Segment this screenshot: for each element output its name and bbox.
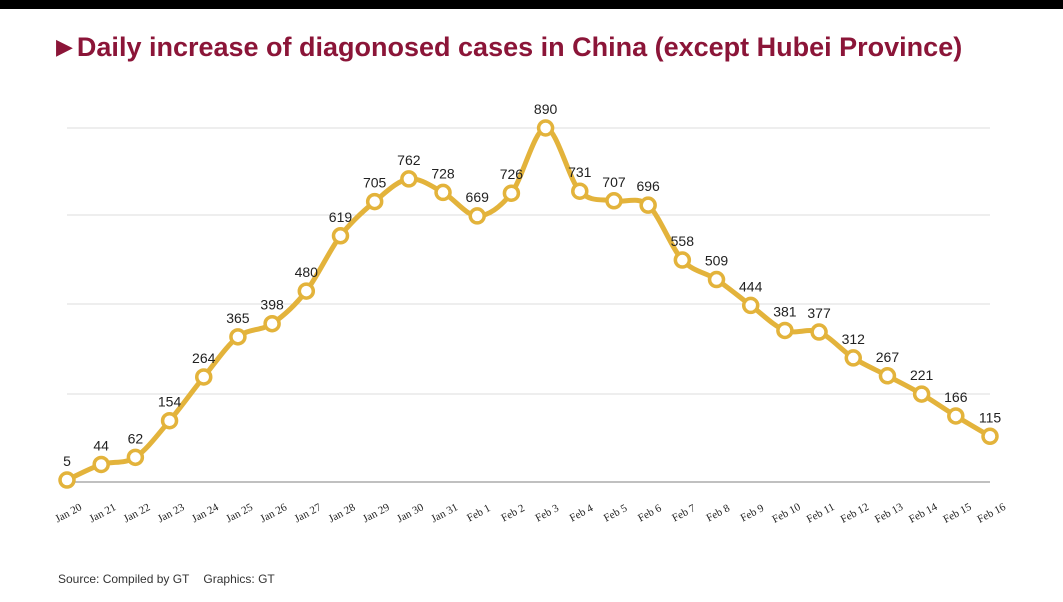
data-point [400, 170, 418, 188]
x-tick-label: Feb 9 [739, 502, 767, 524]
x-tick-label: Feb 10 [770, 501, 803, 526]
data-label: 619 [329, 209, 353, 225]
data-label: 221 [910, 367, 934, 383]
data-label: 312 [842, 331, 866, 347]
x-tick-label: Feb 15 [941, 501, 974, 526]
chart-title: ▶ Daily increase of diagonosed cases in C… [56, 32, 962, 63]
x-tick-label: Jan 20 [53, 501, 84, 525]
data-point [365, 192, 384, 211]
data-label: 154 [158, 394, 182, 410]
chart-title-text: Daily increase of diagonosed cases in Ch… [76, 32, 963, 62]
x-tick-label: Feb 16 [975, 501, 1008, 526]
x-tick-label: Jan 22 [122, 501, 153, 525]
data-point [297, 282, 316, 300]
data-label: 558 [671, 233, 695, 249]
data-label: 509 [705, 253, 729, 269]
source-note: Source: Compiled by GT Graphics: GT [58, 572, 275, 586]
top-black-bar [0, 0, 1063, 9]
data-label: 696 [636, 178, 660, 194]
data-point [810, 323, 828, 341]
data-point [58, 471, 76, 489]
data-point [126, 448, 145, 467]
data-point [331, 227, 350, 245]
x-tick-label: Jan 23 [156, 501, 187, 525]
triangle-marker-icon: ▶ [56, 34, 73, 59]
data-point [263, 314, 281, 333]
data-label: 377 [807, 305, 831, 321]
data-point [229, 328, 247, 346]
data-label: 762 [397, 152, 421, 168]
x-tick-label: Jan 27 [293, 501, 324, 525]
x-tick-label: Jan 28 [327, 501, 358, 525]
x-tick-label: Jan 26 [258, 501, 289, 525]
data-label: 669 [466, 189, 490, 205]
x-tick-label: Feb 11 [805, 501, 837, 526]
data-point [912, 385, 931, 403]
data-label: 726 [500, 166, 524, 182]
series-line [64, 125, 993, 483]
data-label: 264 [192, 350, 216, 366]
x-tick-label: Feb 4 [568, 502, 596, 524]
source-compiled: Source: Compiled by GT [58, 572, 190, 586]
source-graphics: Graphics: GT [203, 572, 275, 586]
data-point [878, 367, 897, 385]
data-point [502, 184, 521, 202]
x-tick-label: Feb 14 [907, 501, 940, 526]
x-tick-label: Feb 2 [499, 502, 526, 524]
data-label: 44 [93, 437, 109, 453]
x-tick-label: Feb 5 [602, 502, 630, 524]
data-label: 115 [979, 409, 1002, 425]
data-label: 731 [568, 164, 592, 180]
x-tick-label: Feb 13 [873, 501, 906, 526]
data-label: 62 [128, 430, 144, 446]
x-tick-label: Jan 21 [87, 501, 118, 525]
data-label: 890 [534, 101, 558, 117]
data-point [434, 183, 452, 202]
data-point [160, 411, 179, 430]
data-label: 381 [773, 303, 797, 319]
data-label: 705 [363, 175, 387, 191]
data-label: 166 [944, 389, 968, 405]
data-point [605, 192, 623, 210]
data-label: 728 [431, 165, 455, 181]
x-tick-label: Jan 25 [224, 501, 255, 525]
x-tick-label: Feb 1 [465, 502, 492, 524]
data-point [673, 251, 692, 269]
data-point [468, 207, 486, 225]
data-point [776, 321, 794, 340]
x-tick-label: Jan 24 [190, 501, 221, 525]
data-label: 267 [876, 349, 900, 365]
x-tick-label: Feb 8 [704, 502, 732, 524]
x-tick-label: Jan 31 [429, 501, 460, 525]
data-label: 365 [226, 310, 250, 326]
data-point [741, 296, 760, 315]
x-tick-label: Feb 6 [636, 502, 664, 524]
data-point [639, 196, 657, 214]
data-label: 707 [602, 174, 626, 190]
data-point [947, 407, 965, 425]
data-point [536, 119, 555, 137]
data-point [981, 427, 999, 446]
data-point [844, 349, 863, 367]
x-tick-label: Jan 29 [361, 501, 392, 525]
data-label: 444 [739, 278, 763, 294]
data-label: 398 [260, 297, 284, 313]
x-tick-label: Jan 30 [395, 501, 426, 525]
x-tick-label: Feb 12 [839, 501, 871, 526]
data-label: 480 [295, 264, 319, 280]
data-point [92, 455, 110, 474]
data-point [707, 270, 726, 289]
data-label: 5 [63, 453, 71, 469]
x-tick-label: Feb 7 [670, 502, 698, 524]
x-tick-label: Feb 3 [533, 502, 561, 524]
data-point [571, 182, 589, 200]
data-point [194, 368, 213, 386]
